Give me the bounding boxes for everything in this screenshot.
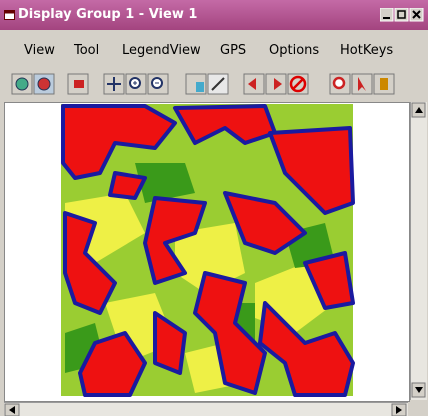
menu-item[interactable]: Options [269,43,320,58]
tool-button[interactable] [207,73,229,95]
vertical-scrollbar[interactable] [410,102,427,400]
tool-button[interactable] [243,73,265,95]
tool-button[interactable] [351,73,373,95]
toolbar [11,73,395,95]
window-controls[interactable] [380,8,424,22]
tool-button[interactable] [185,73,207,95]
menu-bar: View Tool LegendView GPS Options HotKeys [4,36,424,64]
window-icon [4,10,15,20]
menu-item[interactable]: HotKeys [340,43,394,58]
tool-button[interactable] [103,73,125,95]
map [61,104,355,397]
menu-item[interactable]: View [24,43,55,58]
tool-button[interactable] [265,73,287,95]
map-view[interactable] [4,102,410,402]
tool-button[interactable] [125,73,147,95]
red-areas [61,104,355,397]
horizontal-scrollbar[interactable] [4,402,408,416]
tool-button[interactable] [329,73,351,95]
tool-button[interactable] [147,73,169,95]
title-bar: Display Group 1 - View 1 [0,0,428,30]
tool-button[interactable] [11,73,33,95]
tool-button[interactable] [67,73,89,95]
menu-item[interactable]: Tool [74,43,100,58]
tool-button[interactable] [373,73,395,95]
window-title: Display Group 1 - View 1 [18,7,198,22]
menu-item[interactable]: GPS [220,43,247,58]
tool-button[interactable] [287,73,309,95]
menu-item[interactable]: LegendView [122,43,201,58]
tool-button[interactable] [33,73,55,95]
